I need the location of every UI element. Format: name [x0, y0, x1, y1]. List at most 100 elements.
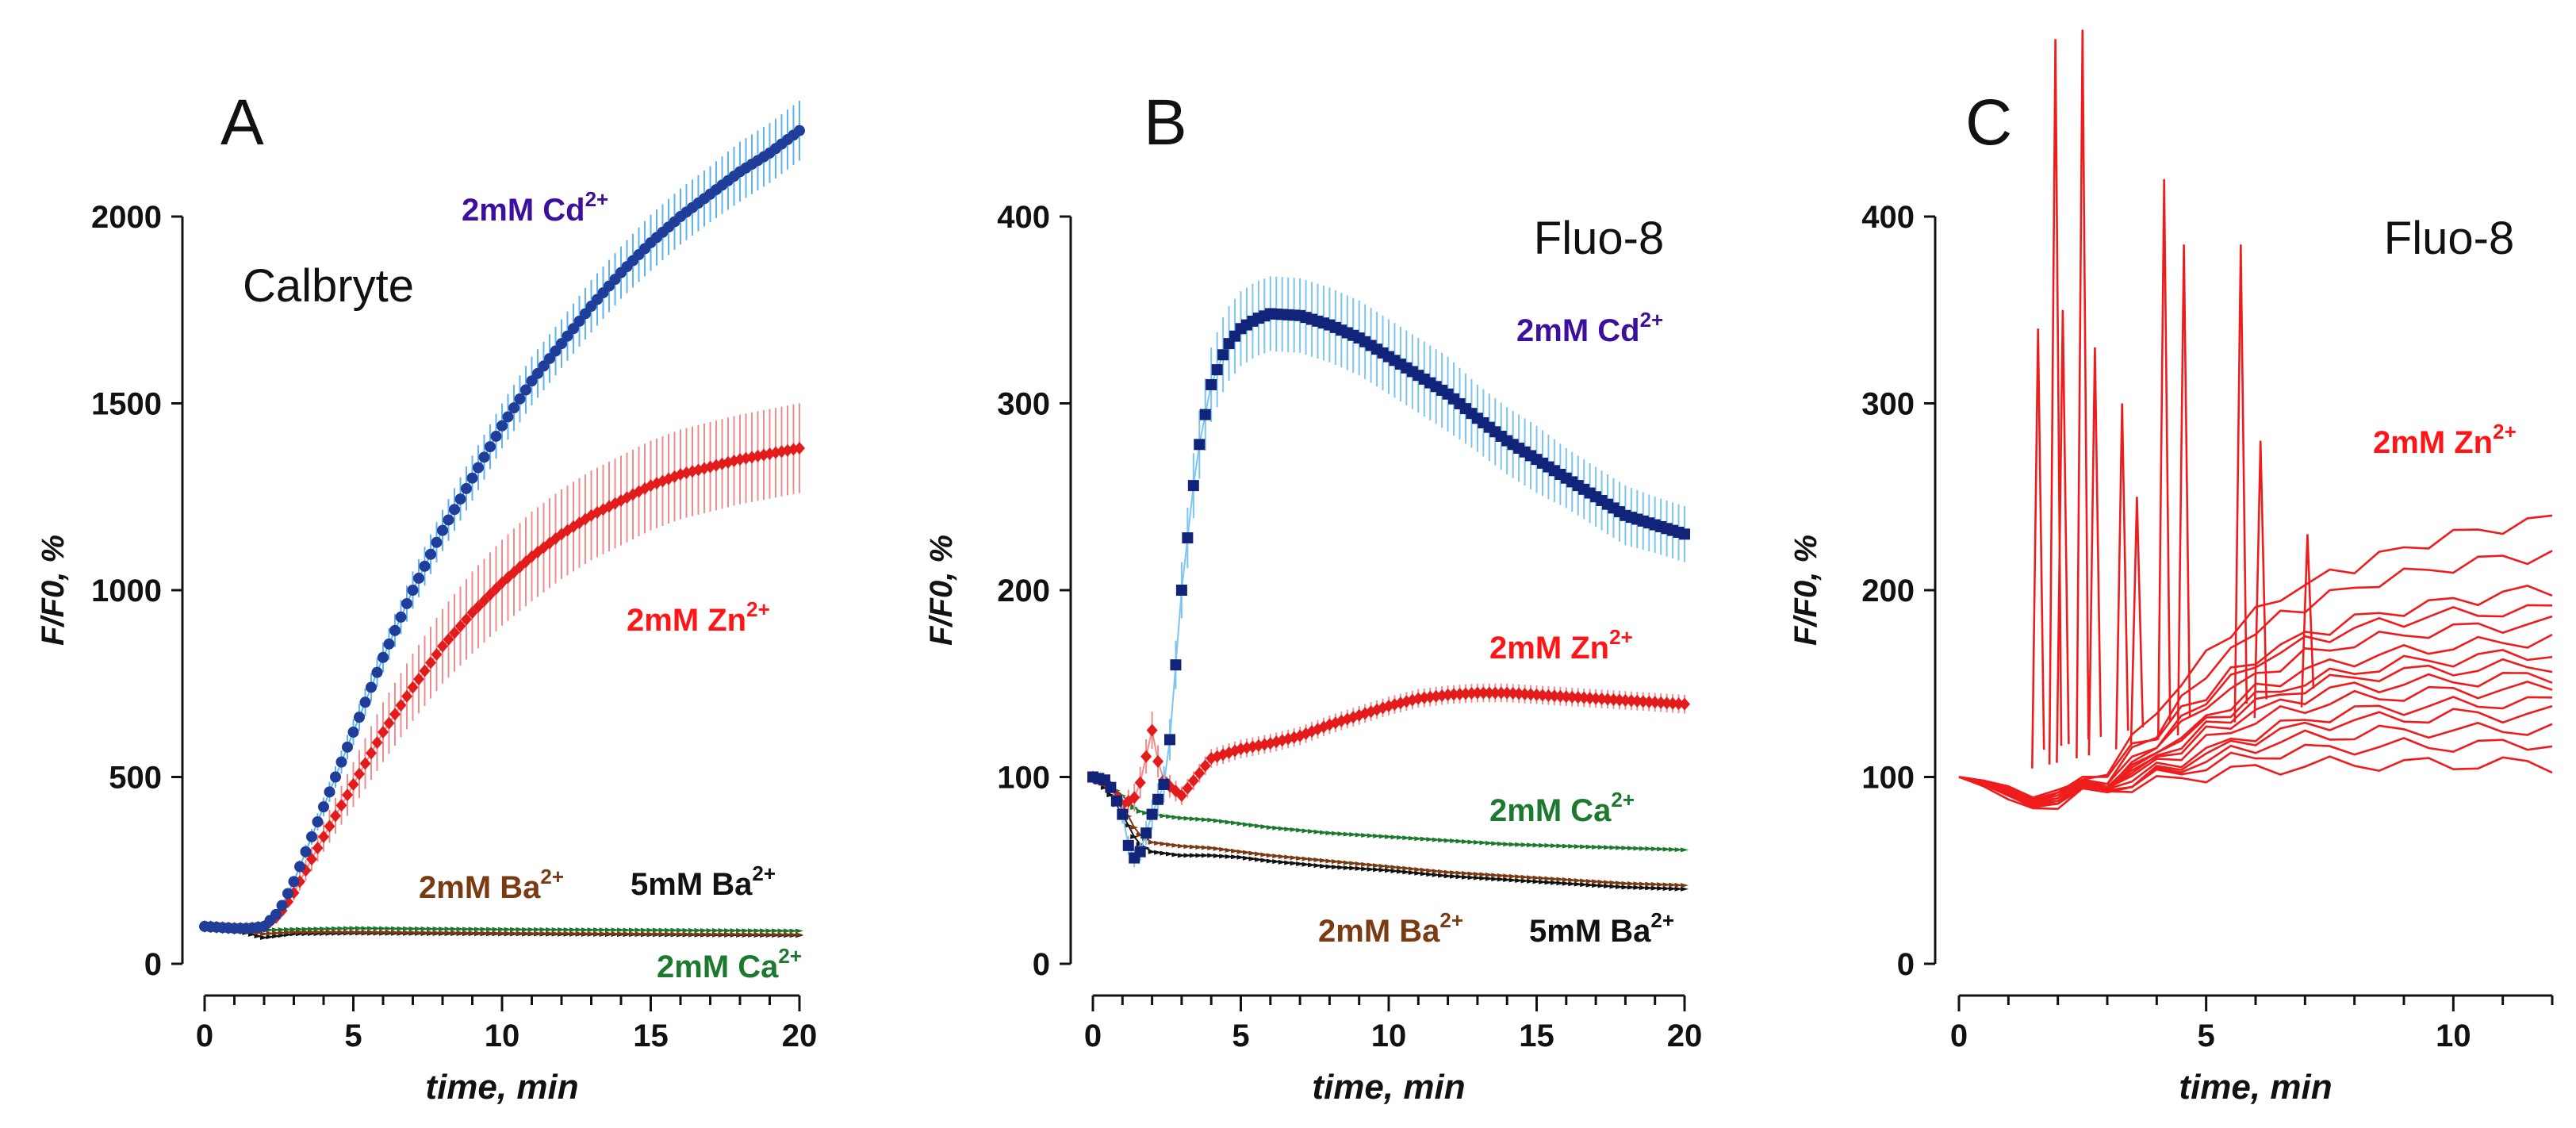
panel-b-data-point	[1219, 819, 1228, 824]
panel-a-data-point	[748, 931, 756, 937]
panel-b-data-point	[1461, 838, 1470, 844]
panel-a-data-point	[514, 393, 526, 405]
panel-a-data-point	[490, 430, 502, 442]
panel-b-data-point	[1657, 882, 1666, 888]
panel-a-data-point	[677, 931, 684, 937]
panel-a-data-point	[373, 930, 381, 935]
panel-b-data-point	[1248, 823, 1257, 828]
panel-b-data-point	[1414, 867, 1423, 873]
panel-b-data-point	[1367, 833, 1375, 838]
panel-a-data-point	[688, 931, 696, 937]
panel-b-data-point	[1544, 842, 1553, 848]
panel-b-data-point	[1319, 830, 1328, 835]
panel-c-spike	[2087, 347, 2103, 756]
panel-b-data-point	[1604, 884, 1612, 889]
panel-a-data-point	[670, 931, 679, 937]
panel-c-plot: 0 100 200 300 400 F/F0, % 0 5 10 time, min 2mM Zn2…	[1788, 29, 2554, 1107]
panel-a-series-line	[204, 129, 800, 930]
panel-a-data-point	[587, 927, 596, 933]
panel-c-y-tick-label: 400	[1861, 200, 1915, 235]
panel-b-data-point	[1568, 843, 1577, 849]
panel-a-data-point	[450, 930, 458, 935]
panel-b-data-point	[1657, 885, 1666, 891]
panel-b-data-point	[1438, 873, 1447, 878]
panel-a-data-point	[490, 582, 502, 596]
panel-b-data-point	[1136, 832, 1144, 838]
panel-b-data-point	[1231, 854, 1240, 860]
panel-a-data-point	[742, 931, 750, 937]
panel-b-data-point	[1296, 827, 1305, 833]
panel-a-data-point	[516, 930, 524, 936]
panel-b-data-point	[1491, 841, 1500, 846]
panel-b-data-point	[1177, 815, 1186, 821]
panel-a-data-point	[278, 930, 286, 935]
panel-c-spike	[2156, 178, 2172, 740]
panel-b-data-point	[1585, 844, 1594, 850]
panel-a-data-point	[617, 927, 625, 933]
panel-c-trace-line	[1958, 704, 2553, 807]
panel-b-data-point	[1426, 837, 1435, 842]
panel-b-data-point	[1160, 850, 1168, 856]
panel-c-x-axis-title: time, min	[2179, 1068, 2332, 1107]
panel-b-data-point	[1649, 696, 1661, 709]
panel-b-data-point	[1367, 866, 1375, 872]
panel-b-data-point	[1122, 839, 1134, 851]
panel-b-data-point	[1242, 822, 1251, 827]
panel-b-data-point	[1459, 687, 1471, 700]
panel-a-data-point	[335, 756, 347, 768]
panel-b-data-point	[1199, 759, 1211, 773]
panel-a-data-point	[562, 330, 573, 342]
panel-b-y-tick-label: 200	[997, 574, 1050, 608]
panel-a-data-point	[789, 928, 798, 934]
panel-b-data-point	[1566, 690, 1578, 704]
panel-b-data-point	[1194, 766, 1206, 780]
panel-a-data-point	[563, 930, 572, 936]
panel-b-data-point	[1432, 872, 1440, 877]
panel-b-label-2mm-zn2: 2mM Zn2+	[1489, 625, 1633, 666]
panel-a-label-2mm-ba2-text: 2mM Ba	[419, 870, 541, 905]
panel-a-data-point	[337, 926, 346, 931]
panel-b-data-point	[1432, 869, 1440, 874]
panel-a-series-line	[204, 447, 800, 930]
panel-a-data-point	[332, 929, 339, 934]
panel-a-data-point	[461, 612, 472, 626]
panel-a-data-point	[403, 926, 411, 931]
panel-a-data-point	[462, 927, 470, 932]
panel-b-data-point	[1485, 840, 1493, 846]
panel-b-data-point	[1189, 844, 1198, 850]
panel-b-data-point	[1527, 878, 1535, 884]
panel-b-label-2mm-cd2-superscript: 2+	[1640, 308, 1664, 332]
panel-a-data-point	[724, 928, 732, 934]
panel-b-data-point	[1580, 878, 1589, 884]
panel-a-data-point	[724, 931, 732, 937]
panel-b-data-point	[1213, 846, 1221, 851]
panel-b-data-point	[1532, 879, 1541, 884]
panel-a-data-point	[568, 323, 579, 335]
panel-b-data-point	[1479, 872, 1488, 877]
panel-a-label-2mm-cd2-superscript: 2+	[585, 187, 609, 211]
panel-b-data-point	[1608, 693, 1620, 707]
panel-a-data-point	[449, 504, 460, 516]
panel-b-data-point	[1620, 693, 1631, 707]
panel-a-data-point	[456, 930, 465, 935]
panel-a-data-point	[413, 572, 424, 584]
panel-a-data-point	[349, 926, 358, 931]
panel-a-data-point	[385, 926, 393, 931]
panel-a-data-point	[420, 926, 429, 931]
panel-b-label-5mm-ba2-superscript: 2+	[1650, 908, 1674, 932]
panel-a-data-point	[653, 931, 661, 937]
panel-a-data-point	[425, 656, 436, 670]
panel-a-data-point	[706, 927, 715, 933]
panel-a-data-point	[361, 930, 370, 935]
panel-a-data-point	[486, 930, 494, 936]
panel-b-label-5mm-ba2-text: 5mM Ba	[1529, 914, 1651, 949]
panel-b-data-point	[1206, 378, 1217, 390]
panel-a-data-point	[355, 926, 363, 931]
panel-a-data-point	[522, 927, 530, 932]
panel-a-data-point	[551, 930, 560, 936]
panel-a-data-point	[301, 929, 310, 934]
panel-a-data-point	[312, 816, 324, 828]
panel-a-data-point	[337, 929, 346, 934]
panel-a-data-point	[431, 536, 443, 548]
panel-b-data-point	[1378, 863, 1387, 869]
